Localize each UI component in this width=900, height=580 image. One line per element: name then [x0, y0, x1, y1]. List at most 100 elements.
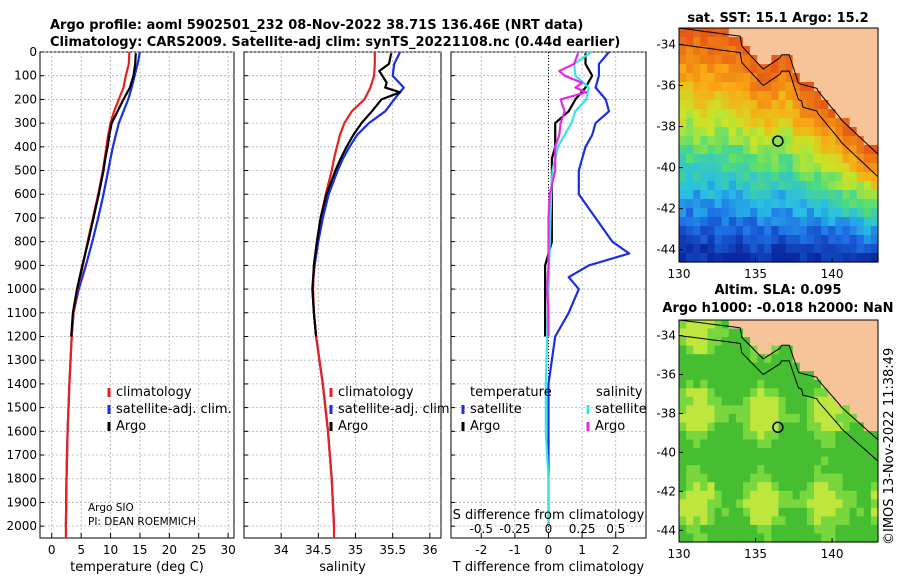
sst-cell: [693, 118, 701, 128]
sst-cell: [828, 109, 836, 119]
sla-cell: [792, 507, 801, 517]
sst-cell: [757, 37, 765, 47]
sst-cell: [814, 190, 822, 200]
sst-cell: [835, 145, 844, 155]
sla-cell: [835, 448, 844, 458]
sla-cell: [870, 456, 879, 466]
sst-cell: [856, 226, 865, 236]
sst-cell: [735, 46, 744, 56]
sst-cell: [728, 253, 737, 263]
x-tick-label: 35.5: [379, 543, 406, 557]
sst-cell: [814, 55, 822, 65]
sla-cell: [842, 413, 851, 423]
y-tick-label: 1900: [6, 495, 37, 509]
sst-cell: [778, 163, 787, 173]
sst-cell: [700, 235, 708, 245]
sla-cell: [750, 371, 758, 381]
sst-cell: [764, 118, 772, 128]
sla-cell: [785, 456, 794, 466]
sla-cell: [785, 507, 794, 517]
sst-cell: [721, 253, 730, 263]
sla-cell: [806, 405, 815, 415]
sla-cell: [814, 337, 822, 347]
sst-cell: [778, 82, 787, 92]
sst-cell: [743, 199, 751, 209]
sst-cell: [757, 109, 765, 119]
sst-cell: [806, 190, 815, 200]
sst-cell: [799, 37, 808, 47]
sla-cell: [714, 439, 723, 449]
sst-cell: [828, 82, 836, 92]
sst-cell: [842, 82, 851, 92]
sst-cell: [679, 253, 687, 263]
sst-map-title: sat. SST: 15.1 Argo: 15.2: [687, 11, 868, 26]
sla-cell: [771, 422, 780, 432]
sst-cell: [707, 154, 716, 164]
sla-cell: [743, 456, 751, 466]
sst-cell: [700, 199, 708, 209]
sla-cell: [821, 473, 829, 483]
sst-cell: [863, 100, 872, 110]
sla-cell: [721, 431, 730, 441]
sla-cell: [856, 337, 865, 347]
sla-cell: [757, 439, 765, 449]
sst-cell: [785, 109, 794, 119]
sla-cell: [750, 396, 758, 406]
sla-cell: [764, 422, 772, 432]
sla-cell: [714, 328, 723, 338]
sst-cell: [721, 28, 730, 38]
sla-cell: [735, 396, 744, 406]
sla-cell: [856, 379, 865, 389]
sst-cell: [679, 226, 687, 236]
sla-cell: [849, 328, 858, 338]
sst-cell: [870, 37, 879, 47]
sst-cell: [870, 55, 879, 65]
figure-title-line2: Climatology: CARS2009. Satellite-adj cli…: [50, 35, 620, 50]
argo-line: [311, 52, 402, 337]
sst-cell: [785, 37, 794, 47]
sst-cell: [693, 226, 701, 236]
sst-cell: [750, 244, 758, 254]
sst-cell: [735, 28, 744, 38]
sst-cell: [835, 82, 844, 92]
sla-cell: [778, 439, 787, 449]
sst-cell: [686, 82, 694, 92]
sla-cell: [757, 456, 765, 466]
sst-cell: [707, 226, 716, 236]
sst-cell: [835, 163, 844, 173]
sst-cell: [750, 109, 758, 119]
sla-cell: [735, 456, 744, 466]
sst-cell: [785, 244, 794, 254]
sla-cell: [721, 490, 730, 500]
sst-cell: [743, 127, 751, 137]
sst-cell: [821, 46, 829, 56]
sst-cell: [842, 73, 851, 83]
sla-cell: [679, 507, 687, 517]
sla-cell: [856, 354, 865, 364]
sla-cell: [835, 516, 844, 526]
sst-cell: [849, 100, 858, 110]
sst-cell: [721, 208, 730, 218]
sst-cell: [707, 145, 716, 155]
sst-cell: [806, 163, 815, 173]
sst-cell: [799, 82, 808, 92]
sla-cell: [764, 337, 772, 347]
legend-label: satellite-adj. clim.: [116, 402, 232, 417]
sst-cell: [856, 46, 865, 56]
sst-cell: [750, 208, 758, 218]
sla-cell: [750, 482, 758, 492]
sla-cell: [785, 439, 794, 449]
sla-cell: [735, 413, 744, 423]
sla-cell: [849, 388, 858, 398]
sla-cell: [863, 362, 872, 372]
sst-cell: [757, 91, 765, 101]
sla-cell: [771, 320, 780, 330]
map-frame: [678, 27, 879, 263]
sst-cell: [721, 199, 730, 209]
sst-cell: [792, 199, 801, 209]
lat-tick-label: -44: [656, 523, 676, 537]
sla-cell: [721, 448, 730, 458]
sla-cell: [771, 337, 780, 347]
sla-cell: [700, 362, 708, 372]
sst-cell: [806, 28, 815, 38]
